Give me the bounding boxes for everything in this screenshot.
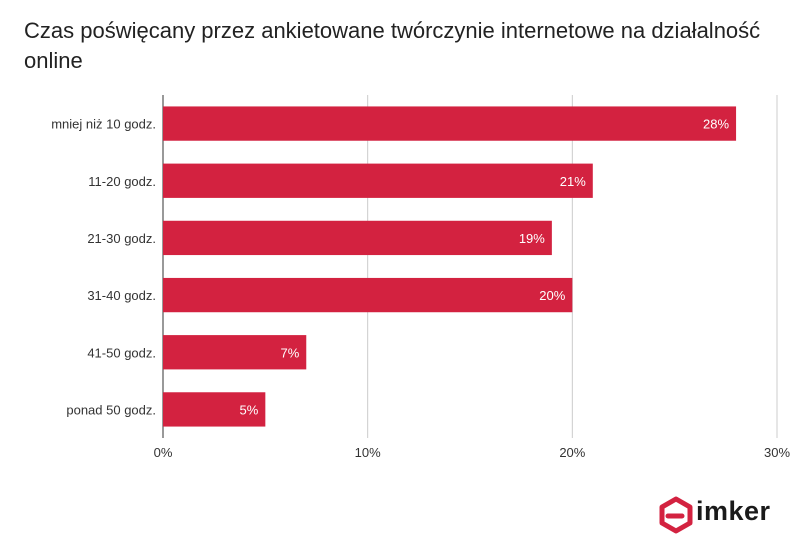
category-labels: mniej niż 10 godz. 11-20 godz. 21-30 godz.… bbox=[51, 117, 156, 418]
category-label: mniej niż 10 godz. bbox=[51, 117, 156, 132]
bar bbox=[163, 277, 573, 313]
chart-title: Czas poświęcany przez ankietowane twórcz… bbox=[24, 18, 761, 73]
bar bbox=[163, 220, 552, 256]
tick-labels: 0% 10% 20% 30% bbox=[154, 445, 791, 460]
bars: 28% 21% 19% 20% 7% 5% bbox=[163, 106, 737, 427]
bar-value-label: 5% bbox=[240, 402, 259, 417]
x-tick-label: 0% bbox=[154, 445, 173, 460]
category-label: 11-20 godz. bbox=[88, 174, 156, 189]
category-label: 21-30 godz. bbox=[87, 231, 156, 246]
category-label: 41-50 godz. bbox=[87, 345, 156, 360]
category-label: 31-40 godz. bbox=[87, 288, 156, 303]
bar-value-label: 7% bbox=[280, 345, 299, 360]
bar bbox=[163, 392, 266, 427]
x-tick-label: 10% bbox=[355, 445, 381, 460]
bar bbox=[163, 163, 593, 198]
x-tick-label: 30% bbox=[764, 445, 790, 460]
bar-value-label: 21% bbox=[560, 174, 586, 189]
imker-logo-icon bbox=[659, 496, 693, 534]
imker-logo-text: imker bbox=[696, 496, 771, 526]
bar-value-label: 19% bbox=[519, 231, 545, 246]
bar-value-label: 28% bbox=[703, 117, 729, 132]
x-tick-label: 20% bbox=[559, 445, 585, 460]
bar bbox=[163, 106, 737, 141]
category-label: ponad 50 godz. bbox=[66, 402, 156, 417]
bar-value-label: 20% bbox=[539, 288, 565, 303]
grid-lines bbox=[162, 95, 778, 438]
imker-logo: imker bbox=[656, 494, 796, 538]
bar bbox=[163, 335, 307, 370]
